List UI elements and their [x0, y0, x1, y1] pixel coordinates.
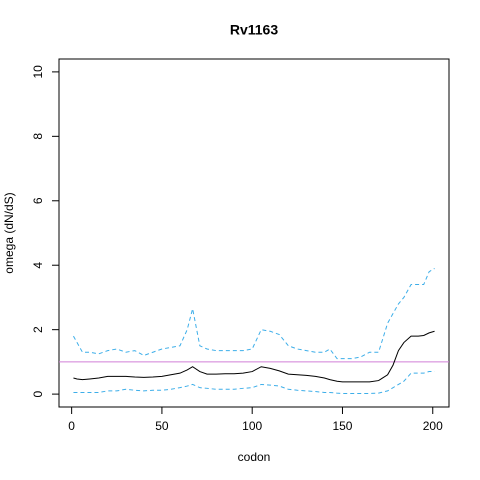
- y-axis-label: omega (dN/dS): [2, 192, 16, 273]
- y-tick-label: 2: [31, 326, 45, 333]
- plot-frame: [58, 58, 450, 408]
- x-tick-label: 50: [155, 419, 169, 433]
- y-tick-label: 8: [31, 133, 45, 140]
- x-tick-label: 0: [68, 419, 75, 433]
- y-tick-label: 10: [31, 65, 45, 79]
- series-line: [73, 268, 435, 360]
- series-line: [73, 330, 435, 383]
- x-axis-label: codon: [238, 450, 271, 464]
- x-tick-label: 150: [332, 419, 352, 433]
- y-tick-label: 4: [31, 262, 45, 269]
- series-line: [73, 371, 435, 394]
- y-tick-label: 0: [31, 390, 45, 397]
- x-tick-label: 200: [423, 419, 443, 433]
- x-tick-label: 100: [242, 419, 262, 433]
- chart-title: Rv1163: [230, 22, 278, 38]
- y-tick-label: 6: [31, 197, 45, 204]
